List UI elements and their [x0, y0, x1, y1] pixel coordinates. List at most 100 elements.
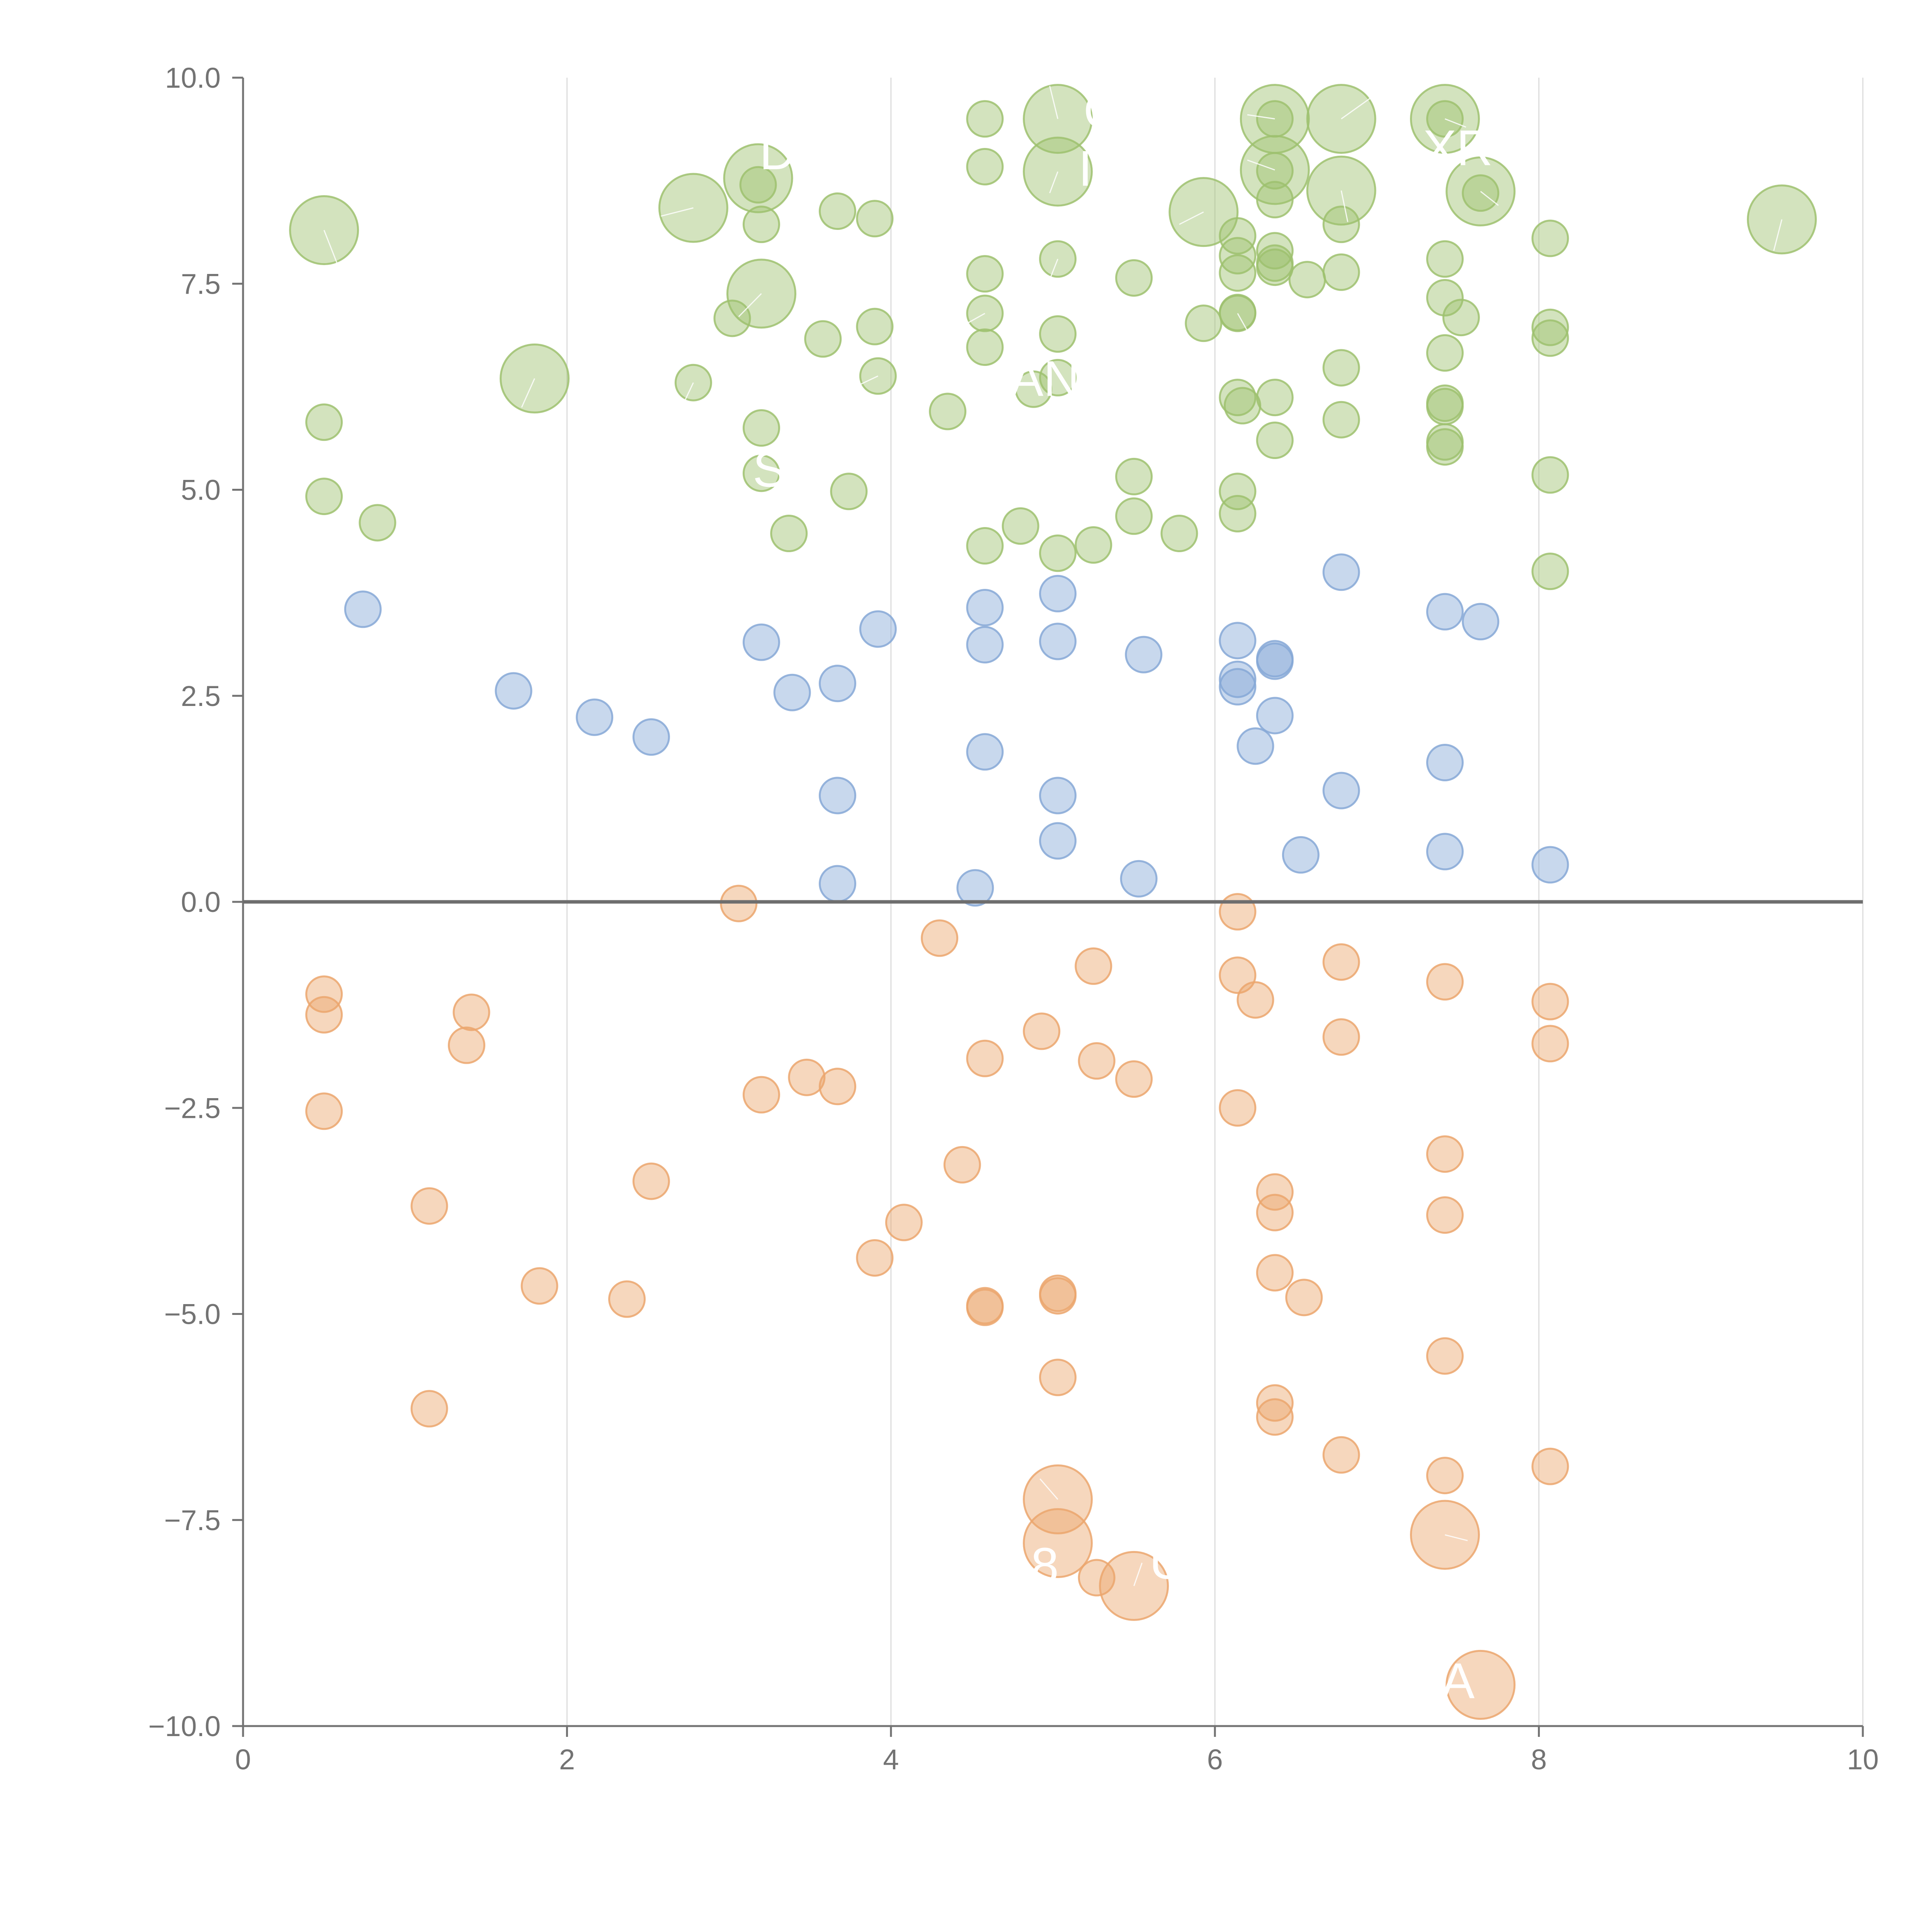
bubble-s0	[674, 364, 712, 401]
bubble-s2	[1426, 1457, 1464, 1495]
leader-line	[1445, 1534, 1468, 1541]
bubble-s1	[742, 623, 780, 661]
x-tick-label: 2	[559, 1743, 575, 1776]
leader-line	[1039, 1478, 1058, 1500]
bubble-s0	[1075, 526, 1112, 564]
bubble-s2	[1531, 1447, 1569, 1485]
bubble-s1	[1256, 697, 1294, 735]
point-label: XR	[1423, 119, 1493, 176]
x-tick-label: 0	[235, 1743, 251, 1776]
y-tick-label: −2.5	[164, 1092, 221, 1124]
bubble-s2	[943, 1146, 981, 1184]
x-tick-label: 8	[1531, 1743, 1547, 1776]
bubble-s0	[742, 206, 780, 243]
bubble-s0	[305, 478, 343, 515]
point-label: D	[759, 124, 796, 180]
bubble-s2	[410, 1390, 448, 1428]
bubble-s2	[447, 1026, 485, 1064]
bubble-s0	[1531, 219, 1569, 257]
bubble-s0	[1531, 319, 1569, 357]
bubble-s2	[1219, 893, 1257, 931]
x-tick-label: 4	[883, 1743, 899, 1776]
bubble-s0	[1426, 388, 1464, 425]
bubble-s0	[1426, 279, 1464, 317]
bubble-s2	[1285, 1279, 1323, 1316]
point-label: UI	[1149, 1533, 1199, 1589]
bubble-s2	[305, 1092, 343, 1130]
y-tick-label: −5.0	[164, 1298, 221, 1330]
bubble-s0	[966, 148, 1004, 185]
bubble-s0	[1322, 349, 1360, 387]
bubble-s2	[921, 919, 959, 957]
bubble-s0	[1039, 359, 1077, 396]
leader-line	[1340, 190, 1349, 222]
bubble-s1	[1322, 772, 1360, 810]
point-labels: C D XR I AN S 8 UI A	[753, 82, 1493, 1709]
bubble-s2	[632, 1162, 670, 1200]
leader-line	[952, 313, 985, 332]
bubble-s2	[410, 1187, 448, 1225]
leader-line	[1247, 114, 1275, 120]
bubble-s0	[804, 320, 842, 358]
bubble-s0	[966, 255, 1004, 293]
bubble-s0	[305, 403, 343, 441]
bubble-s0	[1115, 457, 1153, 495]
bubble-s0	[1531, 553, 1569, 590]
bubble-s1	[1039, 575, 1077, 612]
bubble-s2	[1078, 1042, 1116, 1080]
bubble-s0	[856, 200, 894, 238]
x-tick-label: 6	[1207, 1743, 1223, 1776]
bubble-s1	[818, 865, 856, 903]
bubble-s1	[966, 589, 1004, 627]
bubble-s1	[1219, 668, 1257, 706]
bubble-s2	[1039, 1359, 1077, 1396]
bubble-s1	[495, 672, 532, 710]
bubble-s1	[1039, 822, 1077, 860]
bubble-s1	[966, 626, 1004, 664]
bubble-s2	[1115, 1060, 1153, 1098]
bubble-s0	[1219, 217, 1257, 255]
bubble-s0	[1462, 174, 1500, 212]
bubble-s0	[1219, 254, 1257, 292]
bubble-s0	[1322, 253, 1360, 291]
point-label: I	[1078, 140, 1092, 197]
bubble-s2	[1531, 1025, 1569, 1063]
bubble-s1	[1219, 622, 1257, 660]
bubble-s2	[1236, 981, 1274, 1019]
point-label: 8	[1031, 1537, 1059, 1594]
bubble-s1	[773, 673, 811, 711]
bubble-s0	[1256, 379, 1294, 417]
bubble-s2	[1322, 943, 1360, 981]
leader-line	[1247, 159, 1275, 171]
bubble-s0	[500, 344, 570, 414]
bubble-s2	[856, 1239, 894, 1277]
y-tick-label: 2.5	[181, 680, 221, 712]
y-tick-label: 0.0	[181, 886, 221, 918]
bubble-s1	[1531, 846, 1569, 884]
bubble-s0	[1219, 473, 1257, 510]
bubble-s2	[1023, 1508, 1093, 1578]
bubble-s0	[1288, 261, 1326, 299]
bubble-s0	[742, 409, 780, 447]
leader-line	[1773, 219, 1782, 251]
bubble-s0	[818, 192, 856, 230]
y-tick-label: 5.0	[181, 474, 221, 506]
leader-line	[1341, 95, 1374, 119]
bubble-s0	[1531, 456, 1569, 494]
y-tick-label: 10.0	[165, 62, 221, 94]
bubble-s0	[1219, 495, 1257, 532]
bubble-s0	[1160, 515, 1198, 553]
bubble-s0	[1015, 370, 1053, 408]
leader-line	[1133, 1563, 1143, 1586]
bubble-s1	[1039, 622, 1077, 660]
bubble-s2	[305, 975, 343, 1013]
y-tick-label: −7.5	[164, 1504, 221, 1536]
bubble-s0	[723, 143, 793, 213]
bubble-s0	[1256, 181, 1294, 219]
bubble-s2	[966, 1288, 1004, 1326]
bubble-s0	[1223, 387, 1261, 425]
bubble-s0	[1039, 315, 1077, 353]
leader-line	[1049, 85, 1059, 119]
